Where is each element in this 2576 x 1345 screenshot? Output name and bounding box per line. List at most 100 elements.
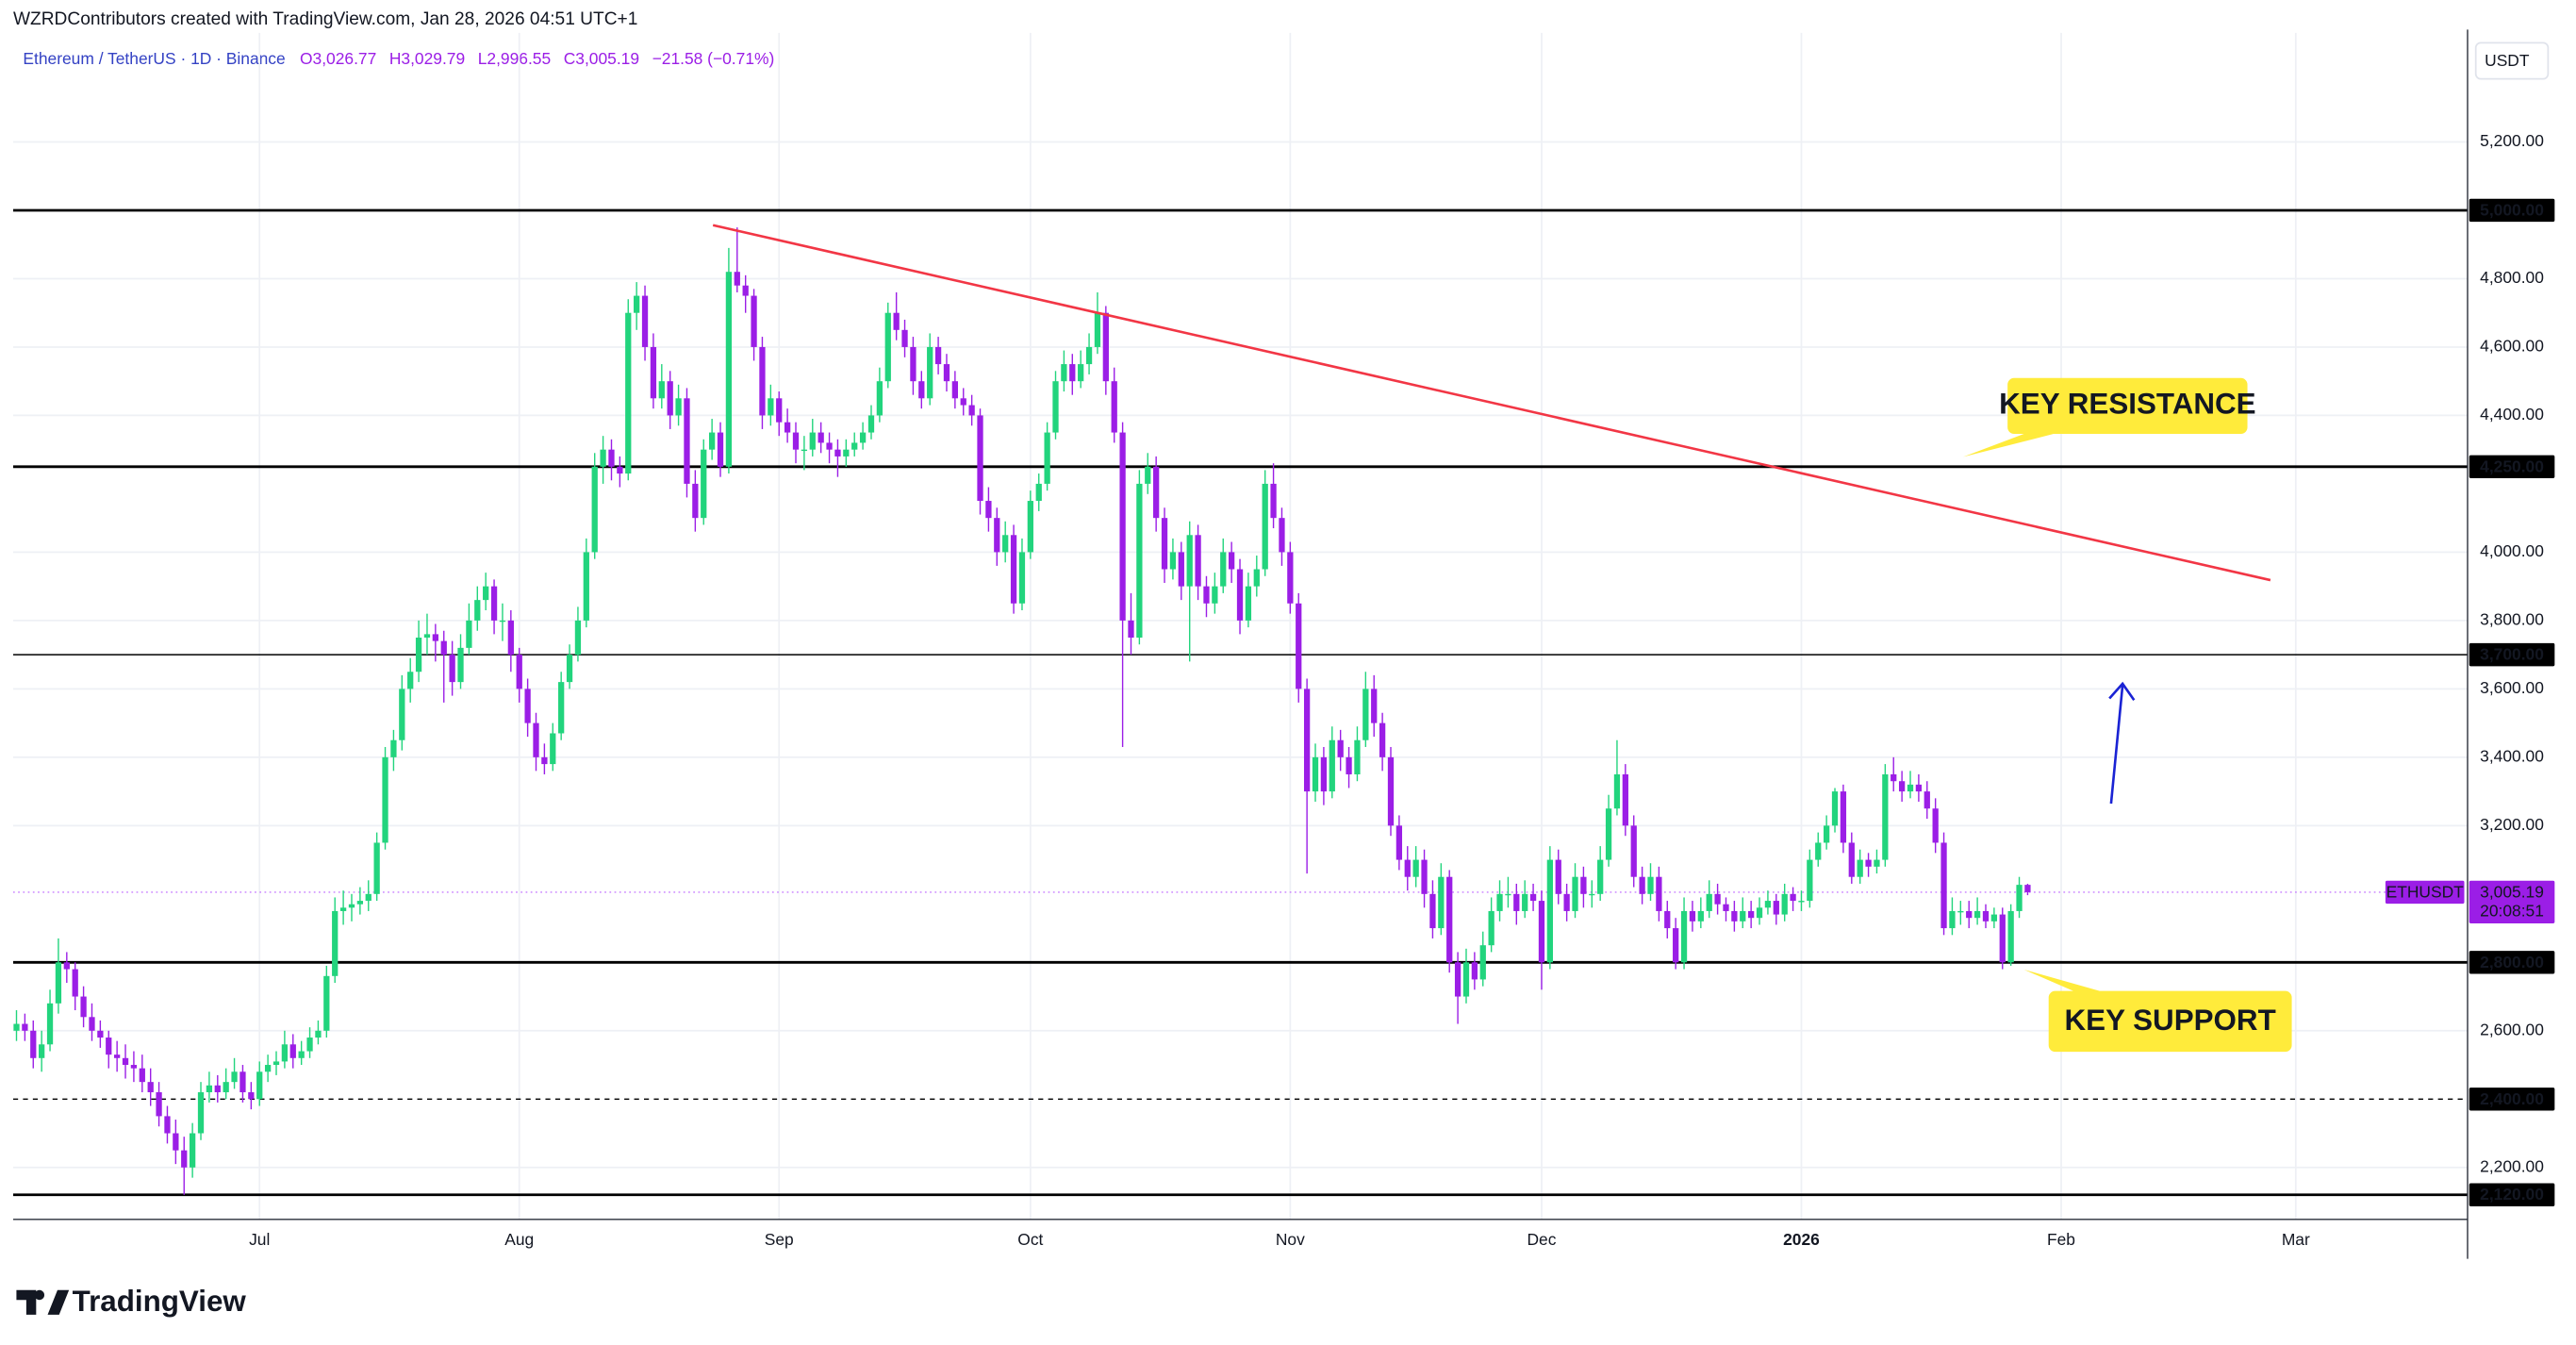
support-label: KEY SUPPORT: [2065, 1004, 2276, 1037]
candle-body: [1840, 791, 1847, 843]
x-tick-label: Sep: [765, 1230, 794, 1249]
candle-body: [1973, 910, 1981, 919]
candle-body: [1924, 791, 1930, 809]
candle-body: [968, 405, 975, 416]
candle-body: [994, 518, 1000, 553]
candle-body: [231, 1071, 238, 1083]
candle-body: [298, 1051, 305, 1058]
candle-body: [1362, 689, 1369, 740]
candle-body: [1639, 876, 1645, 894]
candle-body: [1630, 825, 1637, 877]
y-tick-label: 3,800.00: [2480, 609, 2544, 628]
candle-body: [306, 1038, 313, 1052]
candle-body: [507, 620, 514, 656]
candle-body: [22, 1023, 28, 1031]
legend-close: C3,005.19: [564, 48, 639, 67]
header: WZRDContributors created with TradingVie…: [13, 9, 637, 29]
candle-body: [1957, 910, 1964, 913]
candle-body: [1044, 432, 1050, 484]
candle-body: [1010, 535, 1017, 604]
candle-body: [1253, 569, 1260, 587]
candle-body: [2007, 910, 2014, 963]
candle-body: [566, 655, 573, 683]
candle-body: [1529, 893, 1537, 902]
candle-body: [256, 1071, 263, 1100]
candle-body: [1379, 722, 1386, 757]
candle-body: [1572, 876, 1578, 911]
arrow[interactable]: [2108, 681, 2136, 805]
candle-body: [751, 295, 757, 347]
candle-body: [516, 655, 522, 689]
candle-body: [1807, 859, 1813, 902]
candle-body: [156, 1092, 162, 1117]
candle-body: [859, 432, 867, 443]
candle-body: [1203, 586, 1210, 604]
candle-body: [1371, 689, 1378, 723]
x-tick-label: Jul: [249, 1230, 270, 1249]
candle-body: [1320, 756, 1328, 792]
currency-box[interactable]: [2474, 42, 2550, 80]
trend-line[interactable]: [712, 224, 2271, 582]
x-tick-label: Nov: [1276, 1230, 1305, 1249]
candle-body: [272, 1061, 280, 1066]
candle-body: [1078, 364, 1084, 382]
candle-body: [440, 640, 447, 656]
candle-body: [122, 1057, 129, 1066]
candle-body: [1999, 914, 2006, 963]
legend-low: L2,996.55: [478, 48, 551, 67]
candle-body: [382, 756, 388, 843]
candle-body: [1337, 739, 1344, 757]
brand-name: TradingView: [73, 1285, 247, 1318]
candle-body: [1613, 773, 1621, 809]
level-label: 3,700.00: [2480, 645, 2544, 664]
candle-body: [483, 586, 489, 601]
brand[interactable]: TradingView: [16, 1285, 246, 1318]
arrow-shaft: [2109, 685, 2124, 805]
level-label: 5,000.00: [2480, 200, 2544, 219]
candle-body: [197, 1092, 205, 1134]
legend-change: −21.58 (−0.71%): [652, 48, 775, 67]
candle-body: [1438, 876, 1445, 929]
candle-body: [1680, 910, 1688, 963]
brand-logo: [16, 1289, 70, 1315]
candle-body: [1513, 893, 1520, 911]
candle-body: [1580, 876, 1587, 894]
plot: 2,200.00 2,600.00 3,200.00 3,400.00 3,600.00…: [12, 32, 2544, 1249]
level-label: 2,120.00: [2480, 1185, 2544, 1204]
x-tick-label: Oct: [1017, 1230, 1043, 1249]
candle-body: [39, 1044, 45, 1058]
candle-body: [1546, 859, 1553, 963]
candle-body: [1798, 901, 1805, 903]
candle-body: [533, 722, 539, 757]
legend: Ethereum / TetherUS · 1D · Binance O3,02…: [23, 48, 774, 67]
candle-body: [1018, 552, 1026, 604]
candle-body: [1094, 312, 1101, 347]
candle-body: [390, 739, 397, 757]
candle-body: [1119, 432, 1126, 621]
candle-body: [248, 1092, 255, 1100]
candle-body: [717, 432, 724, 467]
candle-body: [1145, 466, 1151, 484]
candle-body: [13, 1023, 20, 1031]
support-callout[interactable]: [2023, 970, 2292, 1053]
candle-body: [1111, 381, 1117, 433]
candle-body: [708, 432, 716, 450]
candle-body: [701, 449, 707, 519]
candle-body: [826, 442, 833, 450]
candle-body: [650, 346, 657, 399]
resistance-callout[interactable]: [1963, 377, 2248, 457]
candle-body: [1446, 876, 1453, 963]
candle-body: [1982, 910, 1990, 922]
candle-body: [1597, 859, 1604, 894]
candle-body: [1764, 901, 1772, 908]
candle-body: [934, 346, 942, 365]
candle-body: [759, 346, 766, 416]
candle-body: [692, 483, 699, 519]
candle-body: [1823, 825, 1830, 843]
candle-body: [415, 638, 422, 672]
candle-body: [1874, 859, 1880, 867]
candle-body: [1990, 914, 1998, 922]
candle-body: [1002, 535, 1009, 553]
candle-body: [1815, 842, 1822, 860]
candle-body: [1647, 876, 1654, 894]
